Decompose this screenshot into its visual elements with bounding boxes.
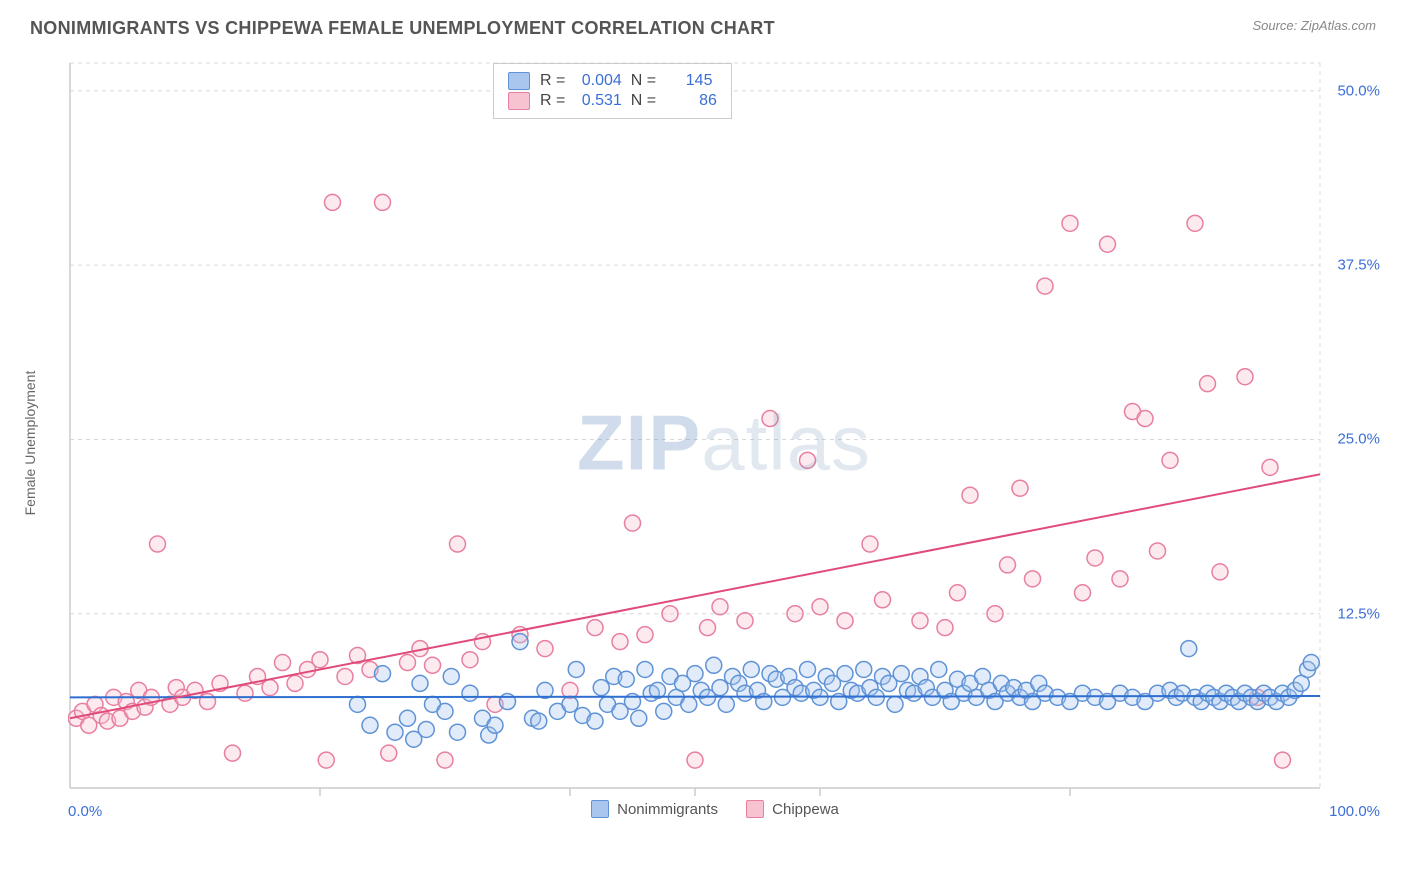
legend-item-2: Chippewa bbox=[746, 800, 839, 818]
stat-r-label-2: R = 0.531 N = 86 bbox=[540, 92, 717, 110]
y-tick-label: 25.0% bbox=[1337, 431, 1380, 448]
stat-r-label-1: R = 0.004 N = 145 bbox=[540, 72, 712, 90]
y-tick-label: 37.5% bbox=[1337, 257, 1380, 274]
stats-row-1: R = 0.004 N = 145 bbox=[508, 72, 717, 90]
swatch-series1 bbox=[508, 72, 530, 90]
header-row: NONIMMIGRANTS VS CHIPPEWA FEMALE UNEMPLO… bbox=[0, 0, 1406, 39]
y-axis-label: Female Unemployment bbox=[22, 371, 38, 516]
swatch-series2 bbox=[508, 92, 530, 110]
bottom-legend: Nonimmigrants Chippewa bbox=[50, 800, 1380, 822]
stats-row-2: R = 0.531 N = 86 bbox=[508, 92, 717, 110]
legend-label-2: Chippewa bbox=[772, 801, 839, 818]
scatter-svg bbox=[68, 58, 1380, 828]
chart-title: NONIMMIGRANTS VS CHIPPEWA FEMALE UNEMPLO… bbox=[30, 18, 775, 39]
y-tick-label: 12.5% bbox=[1337, 605, 1380, 622]
plot-area: ZIPatlas R = 0.004 N = 145 R = 0.531 N =… bbox=[68, 58, 1380, 828]
chart-source: Source: ZipAtlas.com bbox=[1252, 18, 1376, 33]
legend-swatch-1 bbox=[591, 800, 609, 818]
y-tick-label: 50.0% bbox=[1337, 82, 1380, 99]
stats-legend-box: R = 0.004 N = 145 R = 0.531 N = 86 bbox=[493, 63, 732, 119]
legend-label-1: Nonimmigrants bbox=[617, 801, 718, 818]
chart-container: Female Unemployment ZIPatlas R = 0.004 N… bbox=[50, 58, 1380, 828]
legend-swatch-2 bbox=[746, 800, 764, 818]
legend-item-1: Nonimmigrants bbox=[591, 800, 718, 818]
